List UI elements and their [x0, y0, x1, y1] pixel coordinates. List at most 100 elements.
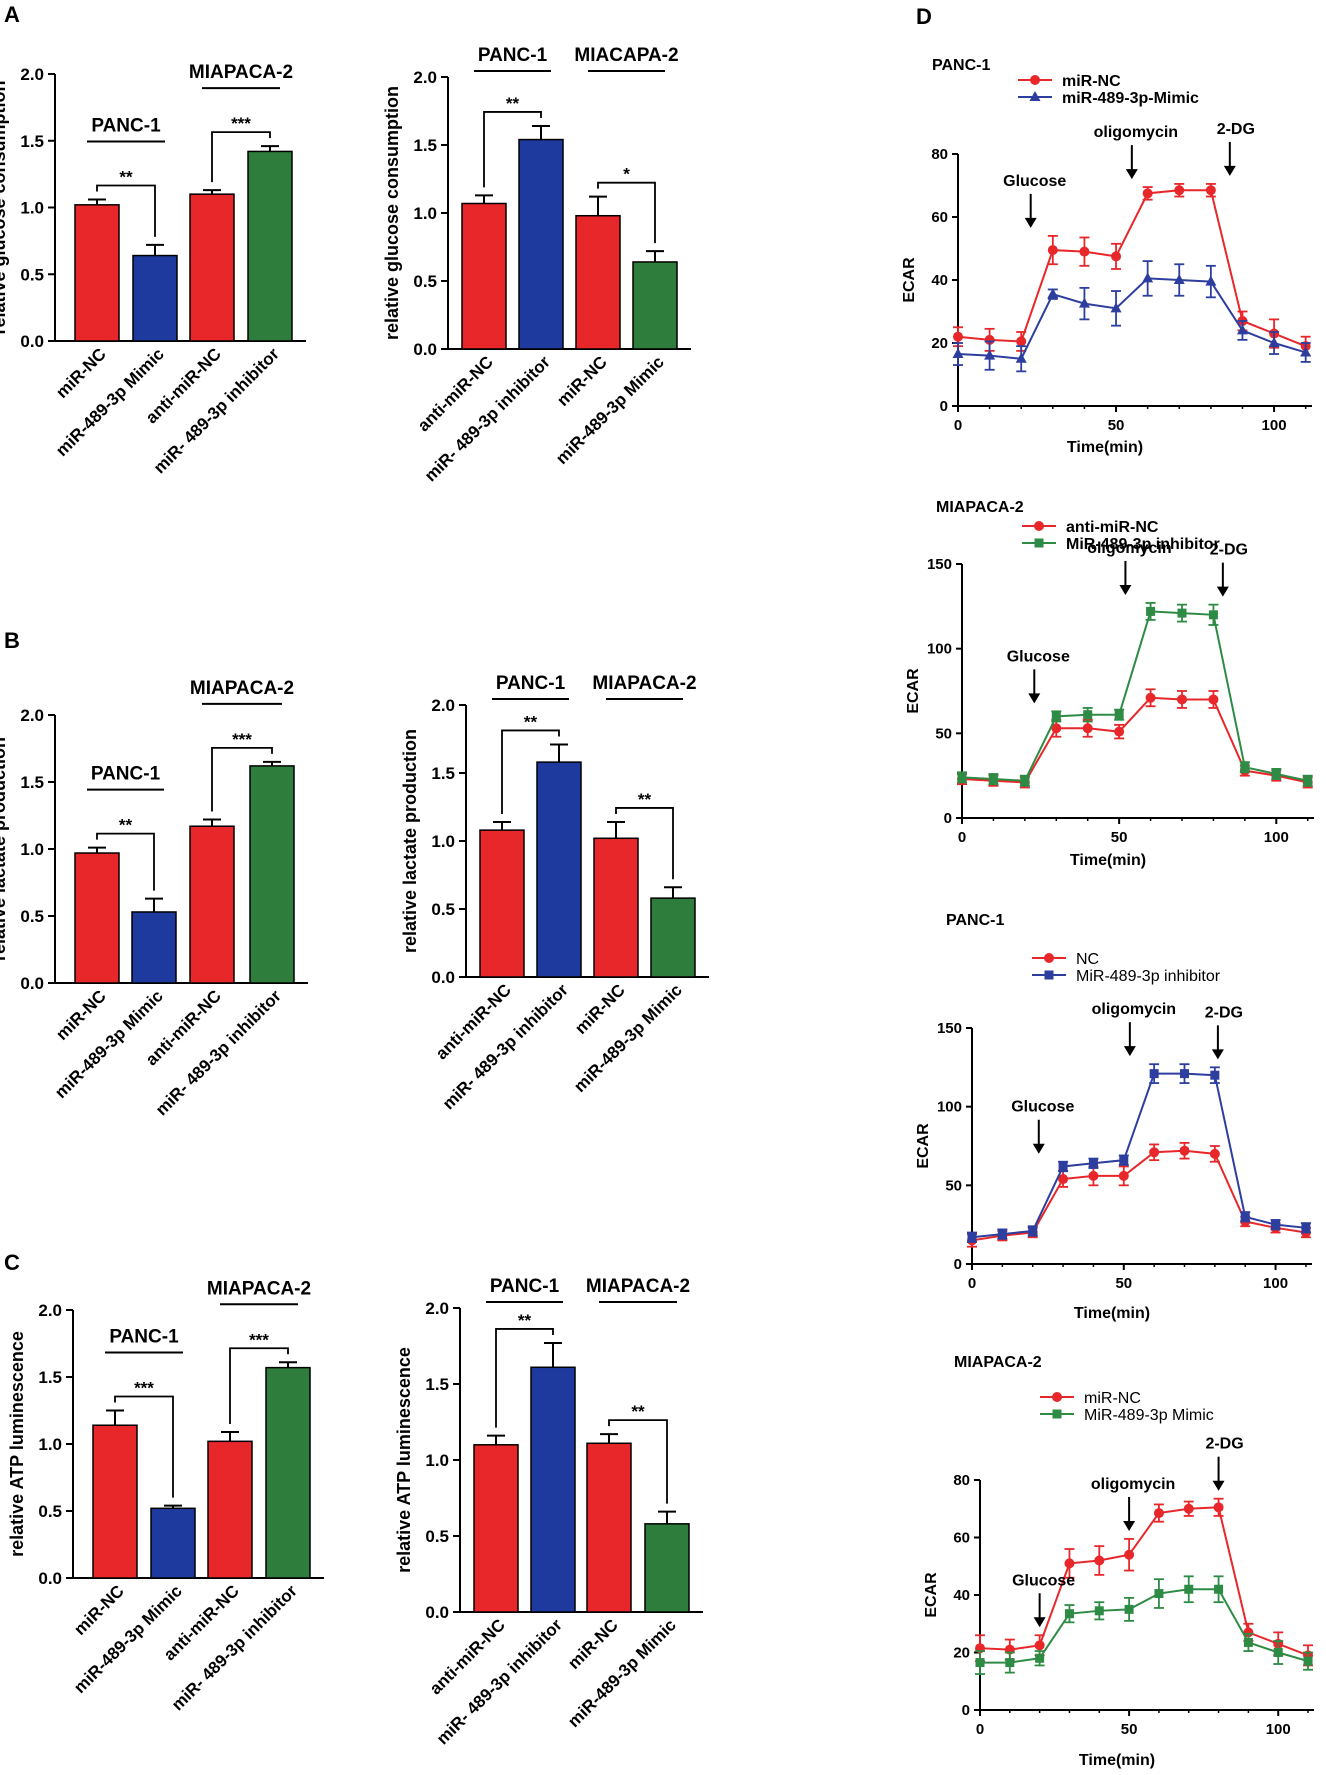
bar-anti-miR-NC [189, 825, 235, 984]
annotation-label: 2-DG [1217, 121, 1255, 138]
data-point [1111, 251, 1122, 262]
x-tick-label: 0 [954, 417, 962, 434]
significance-label: ** [524, 712, 538, 731]
y-axis-label: relative ATP luminescence [394, 1347, 414, 1573]
legend-label: miR-NC [1084, 1390, 1141, 1407]
series-line-MiR-489-3p inhibitor [961, 610, 1308, 782]
legend-label: anti-miR-NC [1066, 519, 1159, 536]
data-point [1044, 970, 1054, 980]
category-label: miR-489-3p Mimic [570, 980, 686, 1096]
y-tick-label: 2.0 [20, 706, 44, 725]
data-point [1301, 1223, 1311, 1233]
significance-bracket [229, 1347, 289, 1424]
bar-miR-NC [74, 852, 120, 984]
y-tick-label: 60 [953, 1530, 970, 1547]
series-line-miR-489-3p-Mimic [957, 277, 1306, 360]
data-point [1213, 1502, 1224, 1513]
category-label: miR-NC [564, 1615, 622, 1673]
data-point [984, 334, 995, 345]
bar-chart-0: 0.0 0.5 1.0 1.5 2.0 relative glucose consumpt… [0, 62, 306, 477]
y-tick-label: 1.5 [38, 1368, 62, 1387]
significance-label: ** [506, 94, 520, 113]
series-line-NC [971, 1149, 1307, 1242]
group-label: PANC-1 [490, 1276, 560, 1297]
bar-anti-miR-NC [461, 202, 507, 350]
arrow-head [1212, 1480, 1225, 1491]
data-point [1052, 1392, 1062, 1402]
arrow-head [1024, 217, 1037, 228]
bar-miR- 489-3p inhibitor [249, 765, 295, 984]
data-point [984, 349, 996, 360]
data-point [1028, 1226, 1038, 1236]
data-point [1145, 692, 1156, 703]
y-tick-label: 1.5 [413, 136, 437, 155]
group-label: MIAPACA-2 [207, 1278, 311, 1299]
data-point [1016, 336, 1027, 347]
data-point [1205, 185, 1216, 196]
panel-label-d: D [916, 4, 932, 29]
data-point [1179, 1145, 1190, 1156]
y-tick-label: 150 [927, 556, 952, 573]
bar-miR-489-3p Mimic [132, 254, 178, 342]
y-tick-label: 0 [954, 1256, 962, 1273]
arrow-head [1223, 165, 1236, 176]
y-tick-label: 150 [937, 1020, 962, 1037]
significance-bracket [501, 729, 560, 814]
category-label: miR-NC [553, 352, 611, 410]
y-tick-label: 1.5 [425, 1375, 449, 1394]
series-line-anti-miR-NC [961, 696, 1308, 784]
annotation-label: Glucose [1003, 173, 1066, 190]
y-axis-label: relative glucose consumption [0, 80, 9, 334]
data-point [1035, 1653, 1045, 1663]
data-point [1142, 272, 1154, 283]
significance-label: *** [232, 730, 252, 749]
y-tick-label: 1.0 [413, 204, 437, 223]
y-tick-label: 40 [931, 272, 948, 289]
significance-label: *** [134, 1379, 154, 1398]
x-axis-label: Time(min) [1079, 1752, 1155, 1769]
data-point [1118, 1170, 1129, 1181]
x-axis-label: Time(min) [1074, 1305, 1150, 1322]
data-point [1079, 246, 1090, 257]
y-axis-label: ECAR [905, 668, 922, 714]
data-point [1034, 1640, 1045, 1651]
y-tick-label: 2.0 [425, 1299, 449, 1318]
group-label: MIAPACA-2 [189, 62, 293, 83]
x-tick-label: 100 [1264, 829, 1289, 846]
panel-label-a: A [4, 2, 20, 27]
group-label: PANC-1 [478, 45, 548, 66]
data-point [1083, 710, 1093, 720]
data-point [1208, 694, 1219, 705]
y-axis-label: ECAR [923, 1572, 940, 1618]
y-tick-label: 0.0 [20, 332, 44, 351]
category-label: miR-489-3p Mimic [52, 344, 168, 460]
data-point [1110, 302, 1122, 313]
bar-chart-4: 0.0 0.5 1.0 1.5 2.0 relative ATP luminescence… [7, 1278, 324, 1714]
data-point [1236, 324, 1248, 335]
group-label: MIACAPA-2 [574, 45, 678, 66]
data-point [1058, 1161, 1068, 1171]
y-tick-label: 40 [953, 1587, 970, 1604]
annotation-label: Glucose [1012, 1572, 1075, 1589]
y-tick-label: 2.0 [431, 696, 455, 715]
x-tick-label: 50 [1115, 1275, 1132, 1292]
category-label: miR-NC [52, 986, 110, 1044]
bar-miR-NC [74, 204, 120, 342]
y-tick-label: 1.0 [20, 840, 44, 859]
data-point [1243, 1637, 1253, 1647]
data-point [1064, 1558, 1075, 1569]
arrow-head [1211, 1049, 1224, 1060]
data-point [967, 1232, 977, 1242]
annotation-label: oligomycin [1087, 540, 1171, 557]
significance-bracket [211, 131, 271, 183]
significance-bracket [608, 1419, 668, 1504]
bar-miR-NC [586, 1442, 632, 1613]
bar-miR- 489-3p inhibitor [536, 761, 582, 978]
y-tick-label: 1.5 [20, 773, 44, 792]
panel-label-c: C [4, 1250, 20, 1275]
group-label: PANC-1 [496, 673, 566, 694]
y-axis-label: ECAR [901, 257, 918, 303]
data-point [1271, 769, 1281, 779]
data-point [957, 772, 967, 782]
data-point [1088, 1158, 1098, 1168]
